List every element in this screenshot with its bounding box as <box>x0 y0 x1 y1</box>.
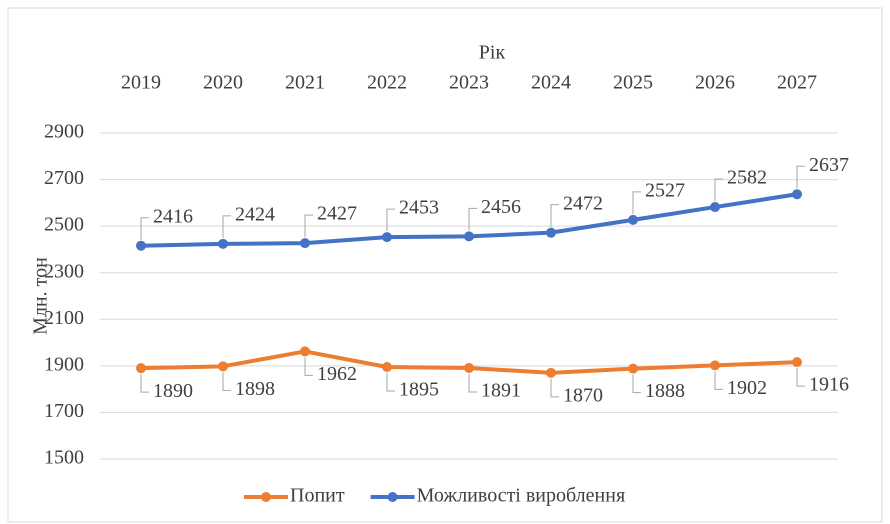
point <box>710 360 720 371</box>
leader-line <box>386 373 395 392</box>
point <box>628 363 638 374</box>
legend-label: Попит <box>290 485 345 507</box>
data-label: 2416 <box>153 205 193 227</box>
leader-line <box>796 165 805 189</box>
data-label: 1888 <box>645 380 685 402</box>
data-label: 1902 <box>727 377 767 399</box>
leader-line <box>140 374 149 393</box>
point <box>628 214 638 225</box>
data-label: 1891 <box>481 380 521 402</box>
leader-line <box>222 372 231 391</box>
leader-line <box>550 378 559 398</box>
leader-line <box>714 371 723 390</box>
y-tick-label: 1700 <box>44 400 84 422</box>
leader-line <box>140 217 149 240</box>
point <box>218 238 228 249</box>
point <box>464 362 474 373</box>
x-tick-label: 2020 <box>203 72 243 94</box>
point <box>792 357 802 368</box>
data-label: 1890 <box>153 380 193 402</box>
legend-label: Можливості вироблення <box>417 485 626 507</box>
point <box>546 227 556 238</box>
y-tick-label: 2100 <box>44 307 84 329</box>
leader-line <box>632 191 641 214</box>
legend-marker <box>387 492 398 502</box>
y-tick-label: 2500 <box>44 214 84 236</box>
point <box>382 362 392 373</box>
point <box>382 232 392 243</box>
point <box>464 231 474 242</box>
point <box>136 240 146 251</box>
data-label: 2582 <box>727 167 767 189</box>
point <box>218 361 228 372</box>
x-tick-label: 2021 <box>285 72 325 94</box>
point <box>546 367 556 378</box>
y-axis-title: Млн. тон <box>30 257 52 335</box>
data-label: 1962 <box>317 363 357 385</box>
x-tick-label: 2019 <box>121 72 161 94</box>
y-tick-label: 2700 <box>44 167 84 189</box>
x-tick-label: 2027 <box>777 72 817 94</box>
x-tick-label: 2026 <box>695 72 735 94</box>
point <box>300 238 310 249</box>
leader-line <box>796 368 805 387</box>
x-tick-label: 2023 <box>449 72 489 94</box>
leader-line <box>304 357 313 376</box>
chart-border <box>7 7 883 523</box>
leader-line <box>222 215 231 238</box>
data-label: 2527 <box>645 179 685 201</box>
data-label: 1870 <box>563 384 603 406</box>
x-tick-label: 2025 <box>613 72 653 94</box>
leader-line <box>550 204 559 227</box>
point <box>792 189 802 200</box>
data-label: 1898 <box>235 378 275 400</box>
data-label: 2637 <box>809 154 849 176</box>
data-label: 2427 <box>317 203 357 225</box>
x-tick-label: 2024 <box>531 72 571 94</box>
data-label: 2472 <box>563 192 603 214</box>
y-tick-label: 2300 <box>44 260 84 282</box>
x-axis-title: Рік <box>479 42 506 64</box>
leader-line <box>468 207 477 231</box>
leader-line <box>304 214 313 238</box>
data-label: 1895 <box>399 379 439 401</box>
leader-line <box>468 373 477 393</box>
leader-line <box>386 208 395 232</box>
data-label: 2453 <box>399 197 439 219</box>
data-label: 1916 <box>809 374 849 396</box>
point <box>300 346 310 357</box>
leader-line <box>632 374 641 394</box>
y-tick-label: 2900 <box>44 121 84 143</box>
data-label: 2424 <box>235 203 275 225</box>
y-tick-label: 1900 <box>44 353 84 375</box>
leader-line <box>714 178 723 202</box>
data-label: 2456 <box>481 196 521 218</box>
legend-marker <box>261 492 271 502</box>
y-tick-label: 1500 <box>44 447 84 469</box>
point <box>136 363 146 374</box>
point <box>710 202 720 213</box>
x-tick-label: 2022 <box>367 72 407 94</box>
